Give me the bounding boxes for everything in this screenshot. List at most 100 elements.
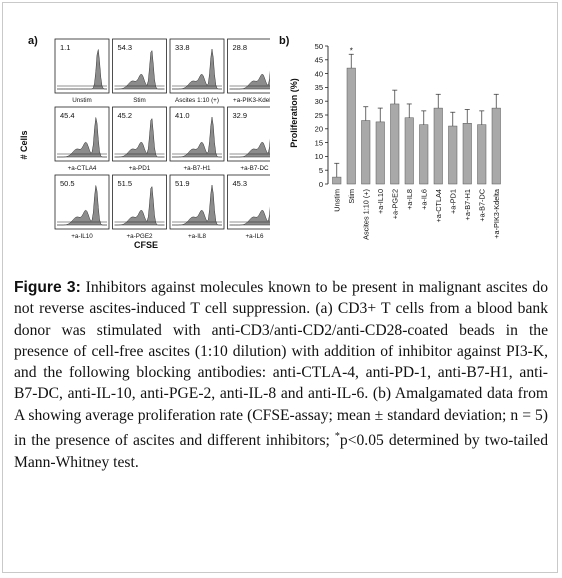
x-tick-label: +a-IL8 bbox=[405, 189, 414, 210]
x-tick-label: +a-PD1 bbox=[448, 189, 457, 214]
histogram-label: +a-IL10 bbox=[71, 233, 93, 240]
histogram-curve bbox=[229, 206, 270, 226]
histogram-curve bbox=[229, 138, 270, 158]
y-tick-label: 15 bbox=[315, 138, 323, 147]
y-tick-label: 35 bbox=[315, 83, 323, 92]
panel-b-label: b) bbox=[279, 35, 290, 47]
bar bbox=[361, 120, 371, 185]
y-axis-label: # Cells bbox=[19, 130, 29, 159]
bar bbox=[390, 103, 400, 185]
y-tick-label: 25 bbox=[315, 111, 323, 120]
histogram-label: +a-IL6 bbox=[245, 233, 264, 240]
x-tick-label: +a-PGE2 bbox=[390, 189, 399, 219]
bar bbox=[375, 121, 385, 185]
histogram-10: 51.5 +a-PGE2 bbox=[112, 174, 167, 240]
y-tick-label: 20 bbox=[315, 125, 323, 134]
chart-bars: * bbox=[332, 46, 501, 185]
bar bbox=[491, 107, 501, 185]
histogram-value: 41.0 bbox=[175, 111, 190, 120]
histogram-1: 1.1 Unstim bbox=[54, 38, 110, 104]
figure-label: Figure 3: bbox=[14, 279, 81, 296]
bar bbox=[433, 107, 443, 185]
histogram-label: +a-B7-DC bbox=[240, 165, 269, 172]
panel-a-label: a) bbox=[28, 35, 38, 47]
x-tick-label: Ascites 1:10 (+) bbox=[361, 189, 370, 240]
histogram-value: 51.9 bbox=[175, 179, 190, 188]
y-tick-label: 10 bbox=[315, 152, 323, 161]
histogram-curve bbox=[172, 184, 222, 226]
histogram-value: 33.8 bbox=[175, 43, 190, 52]
bar bbox=[332, 176, 342, 185]
figure-caption: Figure 3: Inhibitors against molecules k… bbox=[14, 277, 548, 473]
histogram-label: +a-B7-H1 bbox=[183, 165, 211, 172]
histogram-label: Ascites 1:10 (+) bbox=[175, 97, 219, 104]
chart-x-tick-labels: Unstim Stim Ascites 1:10 (+) +a-IL10 +a-PGE2… bbox=[332, 188, 501, 240]
histogram-2: 54.3 Stim bbox=[112, 38, 167, 104]
x-axis-label: CFSE bbox=[134, 240, 158, 250]
histogram-curve bbox=[229, 70, 270, 90]
chart-y-axis-label: Proliferation (%) bbox=[289, 78, 299, 148]
histogram-curve bbox=[114, 185, 165, 226]
panel-b-bar-chart: b) Proliferation (%) 0 5 10 15 20 25 30 35 40 45 5… bbox=[279, 35, 501, 240]
x-tick-label: +a-IL10 bbox=[376, 189, 385, 214]
histogram-value: 54.3 bbox=[118, 43, 133, 52]
x-tick-label: Unstim bbox=[332, 189, 341, 212]
caption-text-end: p<0.05 determined by two-tailed Mann-Whi… bbox=[14, 432, 548, 471]
bar bbox=[462, 123, 472, 185]
histogram-label: +a-IL8 bbox=[188, 233, 207, 240]
histogram-value: 51.5 bbox=[118, 179, 133, 188]
histogram-4: 28.8 +a-PIK3-Kdelta bbox=[227, 38, 270, 104]
x-tick-label: +a-IL6 bbox=[419, 189, 428, 210]
bar bbox=[419, 124, 429, 185]
histogram-5: 45.4 +a-CTLA4 bbox=[54, 106, 110, 172]
x-tick-label: +a-B7-DC bbox=[477, 189, 486, 222]
chart-y-axis: 0 5 10 15 20 25 30 35 40 45 50 bbox=[315, 42, 329, 189]
histogram-label: Unstim bbox=[72, 97, 92, 104]
histogram-label: +a-PIK3-Kdelta bbox=[233, 97, 270, 104]
x-tick-label: Stim bbox=[347, 189, 356, 204]
histogram-curve bbox=[114, 49, 165, 90]
bar bbox=[346, 67, 356, 185]
histogram-value: 50.5 bbox=[60, 179, 75, 188]
histogram-9: 50.5 +a-IL10 bbox=[54, 174, 110, 240]
histogram-6: 45.2 +a-PD1 bbox=[112, 106, 167, 172]
panel-a-histograms: a) # Cells 1.1 Unstim 54.3 Stim 33.8 Ascites … bbox=[19, 35, 270, 250]
y-tick-label: 5 bbox=[319, 166, 323, 175]
histogram-grid: 1.1 Unstim 54.3 Stim 33.8 Ascites 1:10 (+) 28.… bbox=[54, 38, 270, 240]
y-tick-label: 30 bbox=[315, 97, 323, 106]
bar bbox=[477, 124, 487, 185]
histogram-11: 51.9 +a-IL8 bbox=[169, 174, 225, 240]
x-tick-label: +a-B7-H1 bbox=[463, 189, 472, 220]
bar bbox=[404, 117, 414, 185]
histogram-12: 45.3 +a-IL6 bbox=[227, 174, 270, 240]
bar bbox=[448, 125, 458, 185]
histogram-curve bbox=[172, 116, 222, 158]
histogram-value: 45.2 bbox=[118, 111, 133, 120]
caption-text: Inhibitors against molecules known to be… bbox=[14, 279, 548, 450]
histogram-curve bbox=[57, 185, 107, 226]
figure-frame bbox=[2, 2, 558, 573]
histogram-value: 45.4 bbox=[60, 111, 75, 120]
y-tick-label: 50 bbox=[315, 42, 323, 51]
y-tick-label: 45 bbox=[315, 56, 323, 65]
histogram-value: 45.3 bbox=[233, 179, 248, 188]
significance-superscript: * bbox=[334, 431, 340, 443]
histogram-8: 32.9 +a-B7-DC bbox=[227, 106, 270, 172]
histogram-7: 41.0 +a-B7-H1 bbox=[169, 106, 225, 172]
histogram-value: 1.1 bbox=[60, 43, 70, 52]
histogram-curve bbox=[57, 117, 107, 158]
histogram-label: +a-CTLA4 bbox=[68, 165, 97, 172]
histogram-label: Stim bbox=[133, 97, 146, 104]
histogram-value: 28.8 bbox=[233, 43, 248, 52]
y-tick-label: 0 bbox=[319, 180, 323, 189]
histogram-curve bbox=[114, 117, 165, 158]
x-tick-label: +a-PIK3-Kdelta bbox=[492, 188, 501, 239]
histogram-curve bbox=[172, 48, 222, 90]
histogram-label: +a-PD1 bbox=[129, 165, 151, 172]
y-tick-label: 40 bbox=[315, 69, 323, 78]
histogram-label: +a-PGE2 bbox=[126, 233, 153, 240]
significance-marker: * bbox=[350, 46, 353, 55]
histogram-curve bbox=[57, 49, 107, 90]
histogram-value: 32.9 bbox=[233, 111, 248, 120]
histogram-3: 33.8 Ascites 1:10 (+) bbox=[169, 38, 225, 104]
